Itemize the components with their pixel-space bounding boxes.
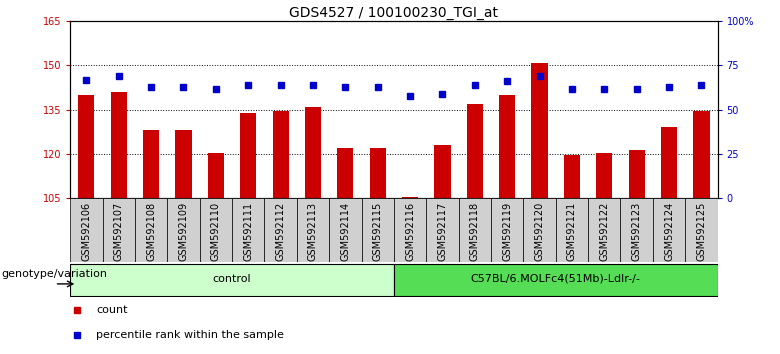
Bar bbox=[103, 198, 135, 262]
Text: GSM592122: GSM592122 bbox=[599, 201, 609, 261]
Bar bbox=[426, 198, 459, 262]
Text: GSM592110: GSM592110 bbox=[211, 201, 221, 261]
Text: GSM592115: GSM592115 bbox=[373, 201, 383, 261]
Bar bbox=[232, 198, 264, 262]
Text: GSM592107: GSM592107 bbox=[114, 201, 124, 261]
Text: GSM592114: GSM592114 bbox=[340, 201, 350, 261]
Bar bbox=[296, 198, 329, 262]
Bar bbox=[394, 198, 426, 262]
Text: GSM592118: GSM592118 bbox=[470, 201, 480, 261]
Text: GSM592111: GSM592111 bbox=[243, 201, 254, 261]
Bar bbox=[693, 111, 710, 198]
Bar bbox=[135, 198, 167, 262]
Bar bbox=[499, 95, 516, 198]
Bar bbox=[555, 198, 588, 262]
Bar bbox=[620, 198, 653, 262]
Bar bbox=[240, 113, 257, 198]
Bar bbox=[466, 104, 483, 198]
Text: GSM592125: GSM592125 bbox=[697, 201, 707, 261]
Bar bbox=[70, 264, 394, 296]
Bar bbox=[588, 198, 621, 262]
Text: GSM592124: GSM592124 bbox=[664, 201, 674, 261]
Bar bbox=[564, 155, 580, 198]
Bar bbox=[653, 198, 685, 262]
Bar bbox=[491, 198, 523, 262]
Bar bbox=[305, 107, 321, 198]
Text: GSM592120: GSM592120 bbox=[534, 201, 544, 261]
Bar bbox=[394, 264, 718, 296]
Text: control: control bbox=[213, 274, 251, 284]
Text: GSM592116: GSM592116 bbox=[405, 201, 415, 261]
Bar bbox=[176, 130, 192, 198]
Bar bbox=[70, 198, 102, 262]
Text: GSM592123: GSM592123 bbox=[632, 201, 642, 261]
Text: GSM592109: GSM592109 bbox=[179, 201, 189, 261]
Text: GSM592108: GSM592108 bbox=[146, 201, 156, 261]
Bar bbox=[629, 149, 645, 198]
Text: GSM592112: GSM592112 bbox=[275, 201, 285, 261]
Bar bbox=[459, 198, 491, 262]
Bar bbox=[329, 198, 361, 262]
Bar bbox=[337, 148, 353, 198]
Bar bbox=[78, 95, 94, 198]
Text: GSM592106: GSM592106 bbox=[81, 201, 91, 261]
Bar bbox=[596, 153, 612, 198]
Bar bbox=[200, 198, 232, 262]
Bar bbox=[264, 198, 296, 262]
Bar bbox=[167, 198, 200, 262]
Text: C57BL/6.MOLFc4(51Mb)-Ldlr-/-: C57BL/6.MOLFc4(51Mb)-Ldlr-/- bbox=[471, 274, 640, 284]
Text: GSM592119: GSM592119 bbox=[502, 201, 512, 261]
Bar bbox=[272, 111, 289, 198]
Text: GSM592117: GSM592117 bbox=[438, 201, 448, 261]
Bar bbox=[207, 153, 224, 198]
Text: genotype/variation: genotype/variation bbox=[2, 269, 108, 279]
Bar bbox=[370, 148, 386, 198]
Bar bbox=[523, 198, 555, 262]
Bar bbox=[661, 127, 677, 198]
Title: GDS4527 / 100100230_TGI_at: GDS4527 / 100100230_TGI_at bbox=[289, 6, 498, 20]
Bar bbox=[434, 145, 451, 198]
Text: count: count bbox=[96, 305, 128, 315]
Bar bbox=[111, 92, 127, 198]
Bar bbox=[143, 130, 159, 198]
Bar bbox=[402, 197, 418, 198]
Bar bbox=[531, 63, 548, 198]
Bar bbox=[685, 198, 718, 262]
Bar bbox=[361, 198, 394, 262]
Text: GSM592113: GSM592113 bbox=[308, 201, 318, 261]
Text: GSM592121: GSM592121 bbox=[567, 201, 577, 261]
Text: percentile rank within the sample: percentile rank within the sample bbox=[96, 330, 284, 339]
